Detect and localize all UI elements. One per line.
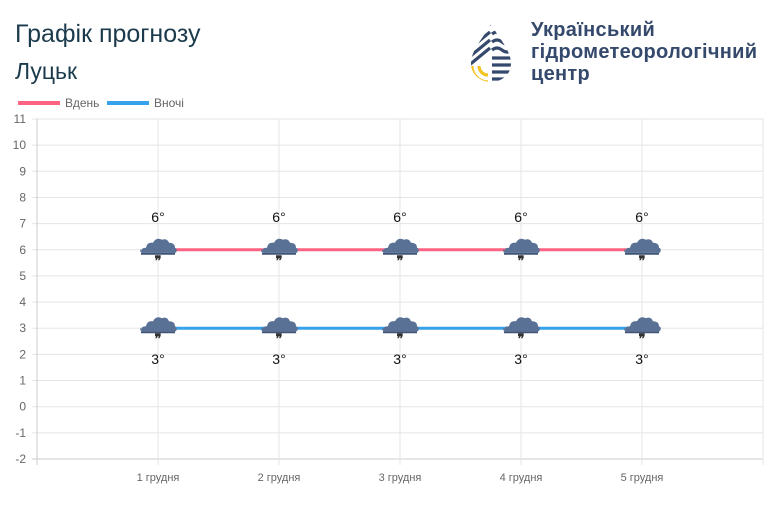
y-tick-label: -1 (15, 426, 26, 440)
svg-text:❞: ❞ (397, 331, 404, 346)
data-label: 6° (514, 209, 527, 225)
legend-label: Вночі (154, 96, 184, 110)
data-label: 3° (635, 351, 648, 367)
cloud-rain-icon: ❞ (261, 317, 298, 346)
legend-swatch (18, 101, 60, 105)
cloud-rain-icon: ❞ (140, 317, 177, 346)
data-label: 6° (272, 209, 285, 225)
y-tick-label: 8 (19, 190, 26, 204)
data-label: 3° (514, 351, 527, 367)
svg-text:❞: ❞ (155, 331, 162, 346)
logo-line: Український (531, 19, 656, 41)
svg-text:❞: ❞ (276, 253, 283, 268)
city-name: Луцьк (15, 58, 78, 84)
data-label: 3° (393, 351, 406, 367)
cloud-rain-icon: ❞ (261, 238, 298, 268)
logo-line: центр (531, 63, 591, 85)
y-tick-label: 3 (19, 321, 26, 335)
cloud-rain-icon: ❞ (503, 238, 540, 268)
cloud-rain-icon: ❞ (140, 238, 177, 268)
x-tick-label: 4 грудня (500, 472, 543, 484)
data-label: 6° (635, 209, 648, 225)
y-tick-label: 0 (19, 400, 26, 414)
y-tick-label: 5 (19, 269, 26, 283)
y-tick-label: 7 (19, 217, 26, 231)
logo-text: Український гідрометеорологічний центр (531, 19, 757, 85)
logo-line: гідрометеорологічний (531, 41, 758, 63)
x-tick-label: 2 грудня (258, 472, 301, 484)
cloud-rain-icon: ❞ (382, 317, 419, 346)
y-tick-label: 6 (19, 243, 26, 257)
svg-text:❞: ❞ (397, 253, 404, 268)
data-label: 3° (272, 351, 285, 367)
svg-text:❞: ❞ (639, 331, 646, 346)
y-tick-label: -2 (15, 452, 26, 466)
svg-text:❞: ❞ (639, 253, 646, 268)
chart-title: Графік прогнозу (15, 20, 201, 48)
data-label: 6° (151, 209, 164, 225)
x-tick-label: 3 грудня (379, 472, 422, 484)
y-tick-label: 11 (14, 112, 27, 126)
logo-drop-icon (471, 24, 511, 82)
cloud-rain-icon: ❞ (624, 317, 661, 346)
svg-text:❞: ❞ (155, 253, 162, 268)
x-tick-label: 1 грудня (137, 472, 180, 484)
data-label: 3° (151, 351, 164, 367)
legend-swatch (107, 101, 149, 105)
x-tick-label: 5 грудня (621, 472, 664, 484)
y-tick-label: 9 (19, 164, 26, 178)
svg-text:❞: ❞ (518, 331, 525, 346)
cloud-rain-icon: ❞ (624, 238, 661, 268)
svg-text:❞: ❞ (518, 253, 525, 268)
y-tick-label: 10 (13, 138, 27, 152)
svg-text:❞: ❞ (276, 331, 283, 346)
y-tick-label: 4 (19, 295, 26, 309)
data-label: 6° (393, 209, 406, 225)
cloud-rain-icon: ❞ (382, 238, 419, 268)
cloud-rain-icon: ❞ (503, 317, 540, 346)
legend-label: Вдень (65, 96, 99, 110)
y-tick-label: 1 (19, 374, 26, 388)
y-tick-label: 2 (19, 347, 26, 361)
